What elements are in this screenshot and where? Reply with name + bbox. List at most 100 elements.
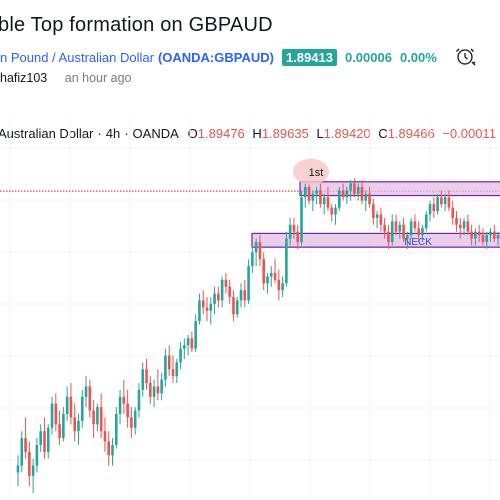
candle-body xyxy=(111,444,114,456)
candle-body xyxy=(175,362,179,377)
symbol-row: n Pound / Australian Dollar (OANDA:GBPAU… xyxy=(0,46,437,68)
candle-body xyxy=(62,414,65,439)
publish-time: an hour ago xyxy=(64,71,132,85)
candle-body xyxy=(28,451,31,476)
candle-body xyxy=(50,403,54,428)
candle-body xyxy=(130,417,133,428)
candle-body xyxy=(413,221,417,229)
candle-body xyxy=(311,193,315,201)
candle-body xyxy=(114,414,118,445)
candle-body xyxy=(141,369,145,390)
candle-body xyxy=(209,303,213,311)
candle-body xyxy=(489,231,492,236)
candle-body xyxy=(88,386,92,411)
candle-body xyxy=(103,431,107,442)
author-row: hafiz103 an hour ago xyxy=(0,71,131,85)
candle-body xyxy=(77,420,80,432)
candle-body xyxy=(470,231,473,239)
alarm-clock-icon[interactable] xyxy=(454,44,478,68)
symbol-name-link[interactable]: n Pound / Australian Dollar xyxy=(0,49,154,65)
legend-exchange: OANDA xyxy=(132,126,179,141)
candle-body xyxy=(156,386,160,394)
candle-body xyxy=(16,465,20,473)
candle-body xyxy=(341,190,345,198)
candle-body xyxy=(436,197,439,212)
candle-body xyxy=(496,235,500,239)
candle-body xyxy=(406,235,409,239)
candle-body xyxy=(322,197,326,205)
candle-body xyxy=(258,242,262,260)
candle-body xyxy=(96,407,99,425)
candle-body xyxy=(307,186,311,201)
candle-body xyxy=(303,186,307,198)
candle-body xyxy=(194,321,197,349)
candle-body xyxy=(451,207,454,218)
candle-body xyxy=(338,190,341,208)
candle-body xyxy=(443,197,447,205)
candle-body xyxy=(281,283,284,291)
candle-body xyxy=(387,231,390,242)
candle-body xyxy=(145,369,148,384)
candle-body xyxy=(224,279,228,287)
candle-body xyxy=(54,403,58,425)
candle-body xyxy=(356,186,360,194)
legend-close-label: C xyxy=(378,126,388,141)
candlestick-chart[interactable]: 1st NECK xyxy=(0,118,500,500)
candle-body xyxy=(65,396,69,414)
candle-body xyxy=(266,276,269,284)
candle-body xyxy=(164,355,167,380)
candle-body xyxy=(69,396,73,418)
candle-body xyxy=(447,197,451,208)
candle-body xyxy=(394,221,398,232)
candle-body xyxy=(137,389,141,411)
candle-body xyxy=(220,279,224,301)
candle-body xyxy=(300,197,303,242)
candle-body xyxy=(485,235,489,242)
price-change-pct: 0.00% xyxy=(399,49,437,65)
candle-body xyxy=(149,383,152,397)
candle-body xyxy=(228,286,231,298)
legend-low-label: L xyxy=(316,126,324,141)
candle-body xyxy=(368,193,371,205)
candle-body xyxy=(118,396,122,414)
chart-area[interactable]: 1st NECK xyxy=(0,118,500,500)
candle-body xyxy=(24,438,27,452)
idea-title: ble Top formation on GBPAUD xyxy=(0,14,273,36)
candle-body xyxy=(122,396,126,404)
candle-body xyxy=(20,438,24,466)
candle-body xyxy=(390,221,394,242)
candle-body xyxy=(477,231,481,236)
candle-body xyxy=(183,345,186,349)
candle-body xyxy=(201,300,205,308)
candle-body xyxy=(383,224,386,232)
author-name[interactable]: hafiz103 xyxy=(0,71,48,85)
legend-high-label: H xyxy=(252,126,262,141)
legend-high: 1.89635 xyxy=(261,126,309,141)
candle-body xyxy=(409,221,413,236)
candle-body xyxy=(466,221,470,232)
candle-body xyxy=(232,297,235,315)
legend-interval: 4h xyxy=(105,126,121,141)
first-top-marker xyxy=(293,158,329,185)
candle-body xyxy=(481,235,485,242)
candle-body xyxy=(277,279,281,291)
candle-body xyxy=(167,355,171,370)
candle-body xyxy=(364,193,368,201)
candle-body xyxy=(254,242,258,253)
candle-body xyxy=(455,217,458,225)
candle-body xyxy=(474,231,477,239)
legend-open: 1.89476 xyxy=(197,126,245,141)
candle-body xyxy=(492,231,496,239)
first-top-label: 1st xyxy=(309,167,324,179)
candle-body xyxy=(46,427,50,452)
candle-body xyxy=(73,417,76,432)
symbol-code-link[interactable]: (OANDA:GBPAUD) xyxy=(157,49,274,65)
legend-close: 1.89466 xyxy=(387,126,435,141)
candle-body xyxy=(296,231,300,242)
candle-body xyxy=(84,386,88,397)
candle-body xyxy=(375,214,379,218)
candle-body xyxy=(58,424,61,439)
candle-body xyxy=(35,444,39,466)
candle-body xyxy=(235,300,239,315)
candle-body xyxy=(92,410,95,425)
